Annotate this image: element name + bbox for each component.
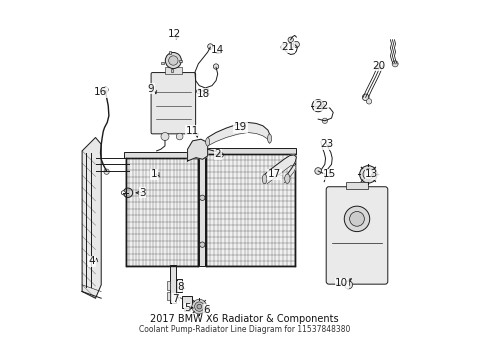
- Text: 3: 3: [139, 188, 145, 198]
- Ellipse shape: [284, 174, 289, 183]
- Bar: [166, 292, 170, 300]
- Text: 7: 7: [172, 294, 179, 304]
- Circle shape: [197, 304, 201, 309]
- Circle shape: [287, 37, 293, 42]
- Circle shape: [349, 212, 364, 226]
- Ellipse shape: [205, 138, 209, 146]
- Text: 6: 6: [203, 305, 210, 315]
- Text: 9: 9: [147, 84, 154, 94]
- Bar: [170, 265, 176, 303]
- Bar: [164, 67, 182, 74]
- Bar: [203, 88, 207, 93]
- Circle shape: [168, 56, 178, 65]
- Text: 14: 14: [211, 45, 224, 55]
- Bar: [345, 182, 367, 189]
- Circle shape: [199, 242, 204, 247]
- Bar: [160, 62, 163, 63]
- Polygon shape: [264, 155, 296, 184]
- Text: 13: 13: [365, 169, 378, 179]
- Text: 8: 8: [177, 282, 184, 292]
- Circle shape: [391, 61, 397, 67]
- Circle shape: [322, 118, 327, 123]
- Circle shape: [198, 145, 203, 150]
- Circle shape: [366, 99, 371, 104]
- Text: 11: 11: [185, 126, 199, 136]
- Bar: [204, 148, 296, 154]
- Circle shape: [213, 64, 218, 69]
- Circle shape: [161, 132, 169, 140]
- Bar: [182, 296, 191, 308]
- Circle shape: [194, 302, 203, 311]
- Text: 21: 21: [281, 42, 294, 52]
- Circle shape: [362, 169, 373, 180]
- Bar: [205, 154, 294, 266]
- Circle shape: [199, 195, 204, 201]
- Text: 23: 23: [319, 139, 332, 149]
- Circle shape: [359, 166, 376, 183]
- Text: 12: 12: [167, 29, 181, 39]
- Text: 17: 17: [267, 169, 281, 179]
- Circle shape: [314, 168, 321, 174]
- Bar: [171, 69, 173, 72]
- Circle shape: [362, 94, 368, 101]
- Ellipse shape: [267, 134, 271, 143]
- Circle shape: [102, 87, 108, 92]
- Circle shape: [311, 100, 324, 112]
- Text: 20: 20: [371, 60, 384, 71]
- Circle shape: [218, 153, 223, 157]
- Text: 16: 16: [94, 87, 107, 97]
- Bar: [124, 152, 199, 158]
- Circle shape: [192, 299, 206, 314]
- Text: 10: 10: [334, 278, 347, 288]
- Text: 5: 5: [184, 303, 190, 313]
- Bar: [169, 51, 171, 54]
- Circle shape: [176, 133, 183, 140]
- Text: Coolant Pump-Radiator Line Diagram for 11537848380: Coolant Pump-Radiator Line Diagram for 1…: [139, 325, 349, 334]
- Circle shape: [207, 44, 213, 49]
- Bar: [183, 307, 189, 311]
- Bar: [178, 59, 182, 62]
- Polygon shape: [187, 139, 207, 161]
- Circle shape: [344, 281, 352, 289]
- Text: 15: 15: [323, 169, 336, 179]
- Circle shape: [314, 102, 321, 109]
- Circle shape: [344, 206, 369, 231]
- Text: 19: 19: [233, 122, 246, 132]
- Polygon shape: [82, 138, 101, 298]
- Polygon shape: [207, 122, 269, 146]
- Bar: [166, 282, 170, 290]
- Circle shape: [121, 191, 125, 195]
- Text: 2017 BMW X6 Radiator & Components: 2017 BMW X6 Radiator & Components: [150, 314, 338, 324]
- Text: 1: 1: [150, 169, 157, 179]
- Circle shape: [281, 44, 286, 50]
- Bar: [125, 158, 197, 266]
- Text: 4: 4: [89, 256, 95, 266]
- FancyBboxPatch shape: [325, 187, 387, 284]
- FancyBboxPatch shape: [151, 73, 195, 134]
- Circle shape: [196, 89, 201, 94]
- Circle shape: [189, 145, 195, 150]
- Ellipse shape: [262, 174, 266, 184]
- Text: 2: 2: [214, 149, 221, 159]
- Text: 22: 22: [314, 101, 327, 111]
- Circle shape: [103, 169, 109, 174]
- Circle shape: [293, 41, 299, 48]
- Bar: [199, 158, 205, 266]
- Text: 18: 18: [197, 89, 210, 99]
- Circle shape: [123, 188, 132, 197]
- Circle shape: [165, 53, 181, 68]
- Bar: [177, 279, 182, 292]
